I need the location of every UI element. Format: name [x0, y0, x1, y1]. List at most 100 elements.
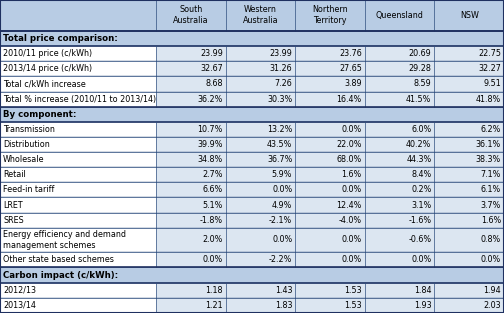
Bar — [226, 91, 295, 107]
Text: 36.7%: 36.7% — [267, 155, 292, 164]
Bar — [434, 167, 504, 182]
Bar — [226, 283, 295, 298]
Text: 2.03: 2.03 — [483, 301, 501, 310]
Bar — [365, 46, 434, 61]
Bar — [0, 298, 156, 313]
Bar — [156, 167, 226, 182]
Bar — [156, 76, 226, 91]
Bar — [434, 283, 504, 298]
Bar — [156, 137, 226, 152]
Bar — [434, 46, 504, 61]
Text: 1.6%: 1.6% — [481, 216, 501, 225]
Bar — [156, 228, 226, 252]
Text: 4.9%: 4.9% — [272, 201, 292, 209]
Text: Feed-in tariff: Feed-in tariff — [3, 185, 54, 194]
Bar — [156, 283, 226, 298]
Bar — [0, 213, 156, 228]
Text: 1.53: 1.53 — [344, 286, 362, 295]
Text: LRET: LRET — [3, 201, 23, 209]
Text: 20.69: 20.69 — [409, 49, 431, 58]
Bar — [434, 122, 504, 137]
Bar — [0, 252, 156, 267]
Bar — [295, 283, 365, 298]
Text: 6.0%: 6.0% — [411, 125, 431, 134]
Bar — [434, 252, 504, 267]
Bar — [226, 298, 295, 313]
Bar — [365, 91, 434, 107]
Text: 3.1%: 3.1% — [411, 201, 431, 209]
Bar — [0, 267, 504, 283]
Text: 9.51: 9.51 — [483, 80, 501, 89]
Bar — [365, 61, 434, 76]
Bar — [295, 46, 365, 61]
Bar — [295, 298, 365, 313]
Bar — [434, 91, 504, 107]
Text: -1.6%: -1.6% — [408, 216, 431, 225]
Bar — [0, 283, 156, 298]
Text: 3.89: 3.89 — [344, 80, 362, 89]
Bar — [226, 228, 295, 252]
Text: 0.0%: 0.0% — [203, 255, 223, 264]
Text: 34.8%: 34.8% — [198, 155, 223, 164]
Text: 6.2%: 6.2% — [481, 125, 501, 134]
Bar — [156, 152, 226, 167]
Bar — [226, 122, 295, 137]
Bar — [226, 46, 295, 61]
Text: 10.7%: 10.7% — [198, 125, 223, 134]
Bar — [0, 91, 156, 107]
Text: 2013/14: 2013/14 — [3, 301, 36, 310]
Text: 0.0%: 0.0% — [342, 235, 362, 244]
Text: 7.1%: 7.1% — [481, 170, 501, 179]
Bar — [0, 0, 504, 31]
Text: Total % increase (2010/11 to 2013/14): Total % increase (2010/11 to 2013/14) — [3, 95, 156, 104]
Text: 32.67: 32.67 — [200, 64, 223, 74]
Text: 0.8%: 0.8% — [481, 235, 501, 244]
Bar — [0, 198, 156, 213]
Text: 2.7%: 2.7% — [202, 170, 223, 179]
Text: 2.0%: 2.0% — [203, 235, 223, 244]
Text: Distribution: Distribution — [3, 140, 50, 149]
Bar — [365, 152, 434, 167]
Text: -0.6%: -0.6% — [408, 235, 431, 244]
Text: 5.9%: 5.9% — [272, 170, 292, 179]
Text: -2.1%: -2.1% — [269, 216, 292, 225]
Bar — [226, 137, 295, 152]
Text: 16.4%: 16.4% — [337, 95, 362, 104]
Bar — [156, 298, 226, 313]
Bar — [434, 182, 504, 198]
Bar — [156, 252, 226, 267]
Text: 1.21: 1.21 — [205, 301, 223, 310]
Bar — [226, 182, 295, 198]
Bar — [365, 137, 434, 152]
Bar — [295, 182, 365, 198]
Text: Total price comparison:: Total price comparison: — [3, 34, 118, 43]
Text: 0.0%: 0.0% — [342, 255, 362, 264]
Text: 40.2%: 40.2% — [406, 140, 431, 149]
Text: 29.28: 29.28 — [409, 64, 431, 74]
Text: 38.3%: 38.3% — [476, 155, 501, 164]
Text: Total c/kWh increase: Total c/kWh increase — [3, 80, 86, 89]
Text: 27.65: 27.65 — [339, 64, 362, 74]
Bar — [295, 91, 365, 107]
Text: 6.1%: 6.1% — [481, 185, 501, 194]
Text: 1.83: 1.83 — [275, 301, 292, 310]
Text: 68.0%: 68.0% — [337, 155, 362, 164]
Text: 1.53: 1.53 — [344, 301, 362, 310]
Text: 3.7%: 3.7% — [481, 201, 501, 209]
Text: 0.0%: 0.0% — [272, 235, 292, 244]
Bar — [156, 61, 226, 76]
Bar — [0, 122, 156, 137]
Bar — [295, 137, 365, 152]
Text: 2012/13: 2012/13 — [3, 286, 36, 295]
Bar — [226, 76, 295, 91]
Text: 23.99: 23.99 — [200, 49, 223, 58]
Bar — [226, 252, 295, 267]
Bar — [0, 31, 504, 46]
Bar — [434, 298, 504, 313]
Bar — [365, 283, 434, 298]
Bar — [156, 182, 226, 198]
Text: Energy efficiency and demand
management schemes: Energy efficiency and demand management … — [3, 230, 126, 250]
Bar — [156, 122, 226, 137]
Text: 8.4%: 8.4% — [411, 170, 431, 179]
Text: SRES: SRES — [3, 216, 24, 225]
